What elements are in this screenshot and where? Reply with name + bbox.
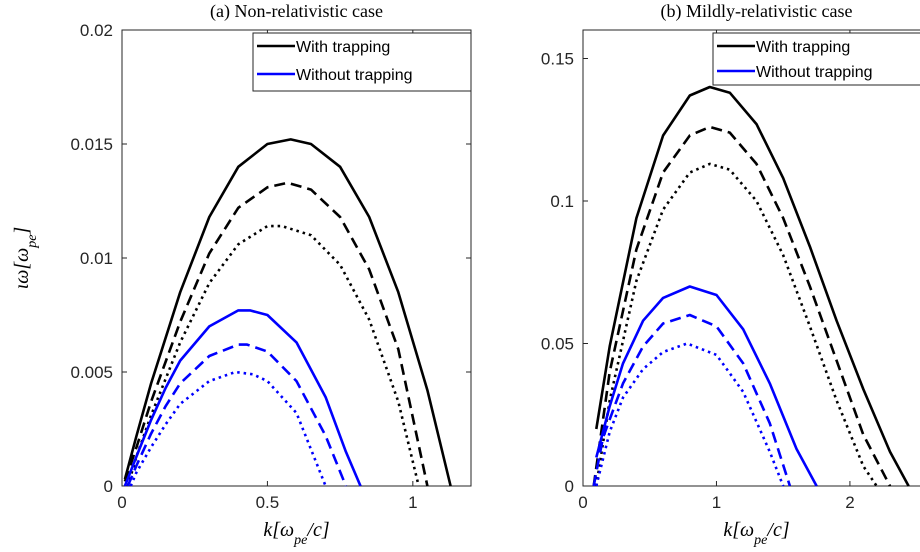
- y-tick-label: 0.005: [70, 363, 113, 382]
- series-line-dashed-blue: [126, 343, 348, 487]
- y-tick-label: 0: [565, 477, 574, 496]
- x-tick-label: 0: [578, 493, 587, 512]
- y-tick-label: 0.01: [80, 249, 113, 268]
- series-line-dashed-blue: [592, 313, 792, 487]
- y-tick-label: 0.1: [550, 192, 574, 211]
- legend-box: [252, 32, 472, 92]
- y-tick-label: 0.02: [80, 21, 113, 40]
- axes-frame: [582, 29, 920, 487]
- series-line-dotted-black: [595, 162, 878, 487]
- series-line-dotted-blue: [129, 370, 327, 487]
- legend-box: [712, 32, 920, 86]
- x-tick-label: 1: [408, 493, 417, 512]
- x-axis-label: k[ωpe/c]: [723, 519, 789, 548]
- legend: With trapping Without trapping: [252, 32, 472, 92]
- x-tick-label: 1: [712, 493, 721, 512]
- x-axis-label: k[ωpe/c]: [263, 519, 329, 548]
- series-line-solid-blue: [123, 309, 362, 487]
- y-tick-label: 0.015: [70, 135, 113, 154]
- series-line-dashed-black: [592, 125, 892, 487]
- series-line-solid-black: [123, 138, 452, 487]
- legend-entry: Without trapping: [296, 67, 413, 84]
- x-tick-label: 0.5: [256, 493, 280, 512]
- x-tick-label: 2: [845, 493, 854, 512]
- chart-title: (b) Mildly-relativistic case: [661, 1, 853, 22]
- series-line-solid-blue: [595, 285, 818, 487]
- axes-frame: [121, 29, 472, 487]
- legend-entry: With trapping: [756, 39, 850, 56]
- legend-entry: With trapping: [296, 39, 390, 56]
- series-line-dotted-black: [126, 224, 420, 487]
- panel-a: 0 0.5 1 0 0.005 0.01 0.015 0.02 (a) Non-relativi…: [11, 1, 472, 548]
- y-tick-label: 0.15: [541, 50, 574, 69]
- y-tick-label: 0: [104, 477, 113, 496]
- panel-b: 0 1 2 0 0.05 0.1 0.15 (b) Mildly-relativistic c…: [541, 1, 920, 548]
- y-axis-label: ιω[ωpe]: [11, 227, 40, 290]
- series-line-dotted-blue: [595, 342, 785, 487]
- legend: With trapping Without trapping: [712, 32, 920, 86]
- series-line-dashed-black: [123, 181, 429, 487]
- series-line-solid-black: [595, 85, 910, 487]
- chart-title: (a) Non-relativistic case: [210, 1, 383, 22]
- legend-entry: Without trapping: [756, 64, 873, 81]
- y-tick-label: 0.05: [541, 335, 574, 354]
- x-tick-label: 0: [117, 493, 126, 512]
